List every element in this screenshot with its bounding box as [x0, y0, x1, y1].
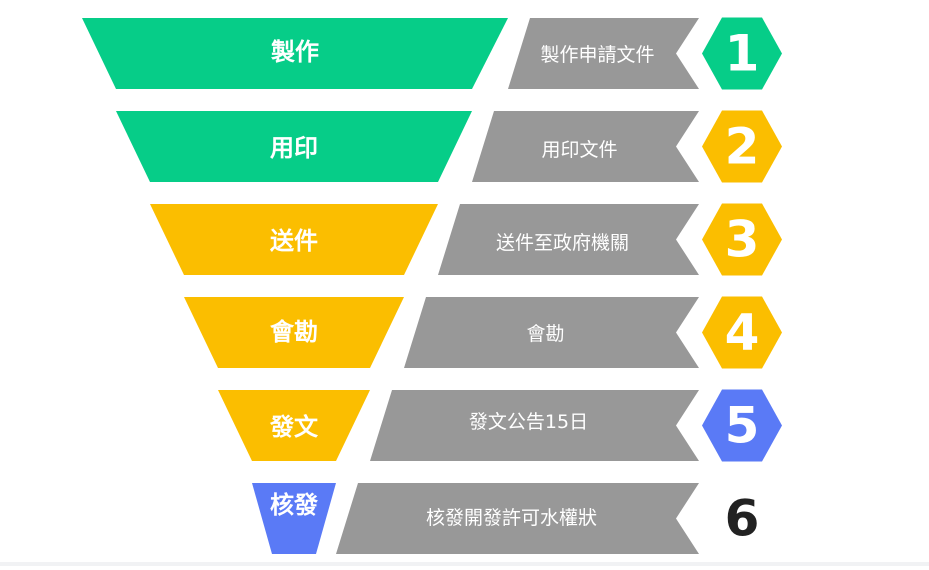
number-badge-hexagon [702, 110, 782, 183]
bottom-divider [0, 562, 929, 566]
funnel-segment [116, 111, 472, 182]
step-number: 3 [725, 211, 760, 269]
description-band [404, 297, 699, 368]
step-description: 會勘 [526, 323, 564, 345]
number-badge-hexagon [702, 17, 782, 90]
step-title: 發文 [269, 413, 319, 441]
step-title: 用印 [270, 134, 318, 162]
step-3: 送件 送件至政府機關 3 [150, 203, 782, 276]
step-4: 會勘 會勘 4 [184, 296, 782, 369]
step-number: 1 [725, 25, 760, 83]
step-description: 送件至政府機關 [496, 232, 629, 254]
description-band [472, 111, 699, 182]
description-band [370, 390, 699, 461]
funnel-segment [150, 204, 438, 275]
funnel-segment [252, 483, 336, 554]
step-title: 製作 [271, 38, 319, 66]
step-description: 發文公告15日 [469, 411, 588, 433]
step-2: 用印 用印文件 2 [116, 110, 782, 183]
funnel-segment [82, 18, 508, 89]
description-band [438, 204, 699, 275]
step-title: 送件 [270, 227, 318, 255]
step-6: 核發核發開發許可水權狀 6 [252, 483, 759, 554]
step-5: 發文 發文公告15日 5 [218, 389, 782, 462]
step-description: 製作申請文件 [540, 44, 654, 66]
step-description: 核發開發許可水權狀 [426, 507, 597, 529]
description-band [336, 483, 699, 554]
number-badge-hexagon [702, 389, 782, 462]
step-number: 5 [725, 397, 760, 455]
number-badge-hexagon [702, 203, 782, 276]
number-badge-hexagon [702, 296, 782, 369]
step-1: 製作 製作申請文件 1 [82, 17, 782, 90]
step-number: 4 [725, 304, 760, 362]
step-title: 核發 [270, 491, 318, 519]
step-number: 2 [725, 118, 760, 176]
step-number: 6 [725, 490, 760, 548]
description-band [508, 18, 699, 89]
funnel-segment [218, 390, 370, 461]
funnel-segment [184, 297, 404, 368]
step-title: 會勘 [270, 318, 318, 346]
step-description: 用印文件 [541, 139, 617, 161]
